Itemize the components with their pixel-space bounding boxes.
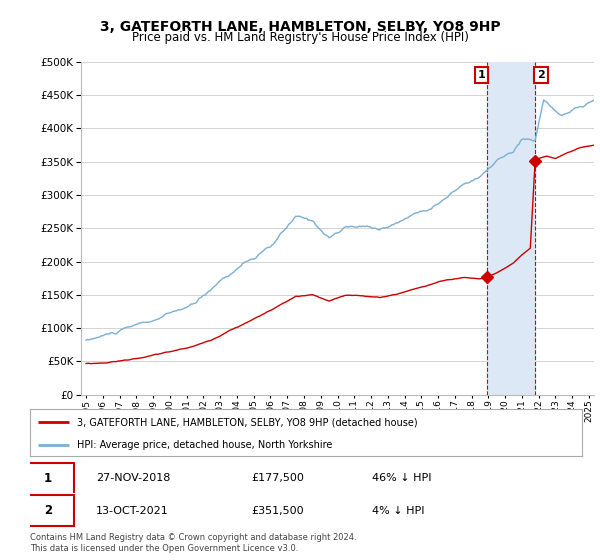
Text: 3, GATEFORTH LANE, HAMBLETON, SELBY, YO8 9HP (detached house): 3, GATEFORTH LANE, HAMBLETON, SELBY, YO8… (77, 417, 418, 427)
Text: 46% ↓ HPI: 46% ↓ HPI (372, 473, 432, 483)
Bar (487, 62, 535, 395)
Text: 3, GATEFORTH LANE, HAMBLETON, SELBY, YO8 9HP: 3, GATEFORTH LANE, HAMBLETON, SELBY, YO8… (100, 20, 500, 34)
FancyBboxPatch shape (22, 496, 74, 526)
Text: £351,500: £351,500 (251, 506, 304, 516)
Text: 13-OCT-2021: 13-OCT-2021 (96, 506, 169, 516)
Text: 1: 1 (44, 472, 52, 485)
Text: 2: 2 (44, 504, 52, 517)
Text: 27-NOV-2018: 27-NOV-2018 (96, 473, 170, 483)
Text: Contains HM Land Registry data © Crown copyright and database right 2024.
This d: Contains HM Land Registry data © Crown c… (30, 533, 356, 553)
FancyBboxPatch shape (22, 463, 74, 493)
Text: 2: 2 (537, 70, 545, 80)
Text: 4% ↓ HPI: 4% ↓ HPI (372, 506, 425, 516)
Text: Price paid vs. HM Land Registry's House Price Index (HPI): Price paid vs. HM Land Registry's House … (131, 31, 469, 44)
Text: £177,500: £177,500 (251, 473, 304, 483)
Text: 1: 1 (477, 70, 485, 80)
Text: HPI: Average price, detached house, North Yorkshire: HPI: Average price, detached house, Nort… (77, 440, 332, 450)
